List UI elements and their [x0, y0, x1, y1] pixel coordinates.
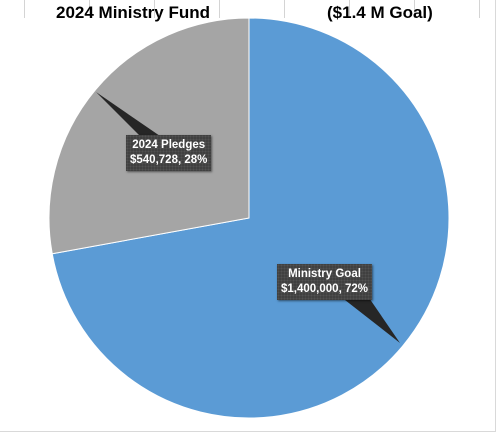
sheet-gridline [349, 0, 350, 18]
label-value-percent: 28% [184, 154, 208, 166]
chart-title: 2024 Ministry Fund [56, 3, 210, 22]
label-value: $1,400,000, 72% [281, 283, 368, 295]
chart-subtitle: ($1.4 M Goal) [327, 3, 433, 22]
label-value-amount: $540,728 [130, 154, 178, 166]
data-label-2024-pledges: 2024 Pledges $540,728, 28% [126, 135, 212, 171]
label-category: Ministry Goal [288, 268, 361, 280]
label-pointer-2024-pledges [96, 92, 160, 136]
data-label-ministry-goal: Ministry Goal $1,400,000, 72% [277, 264, 372, 300]
label-value-amount: $1,400,000 [281, 283, 339, 295]
pie-slice-ministry-goal [51, 17, 450, 419]
label-value-percent: 72% [344, 283, 368, 295]
label-category: 2024 Pledges [132, 139, 206, 151]
sheet-gridline [414, 0, 415, 18]
sheet-gridline [479, 0, 480, 18]
sheet-gridline [24, 0, 25, 18]
sheet-gridline [284, 0, 285, 18]
label-value: $540,728, 28% [130, 154, 208, 166]
sheet-gridline [154, 0, 155, 18]
sheet-gridline [219, 0, 220, 18]
sheet-gridline [89, 0, 90, 18]
label-pointer-ministry-goal [345, 292, 400, 343]
